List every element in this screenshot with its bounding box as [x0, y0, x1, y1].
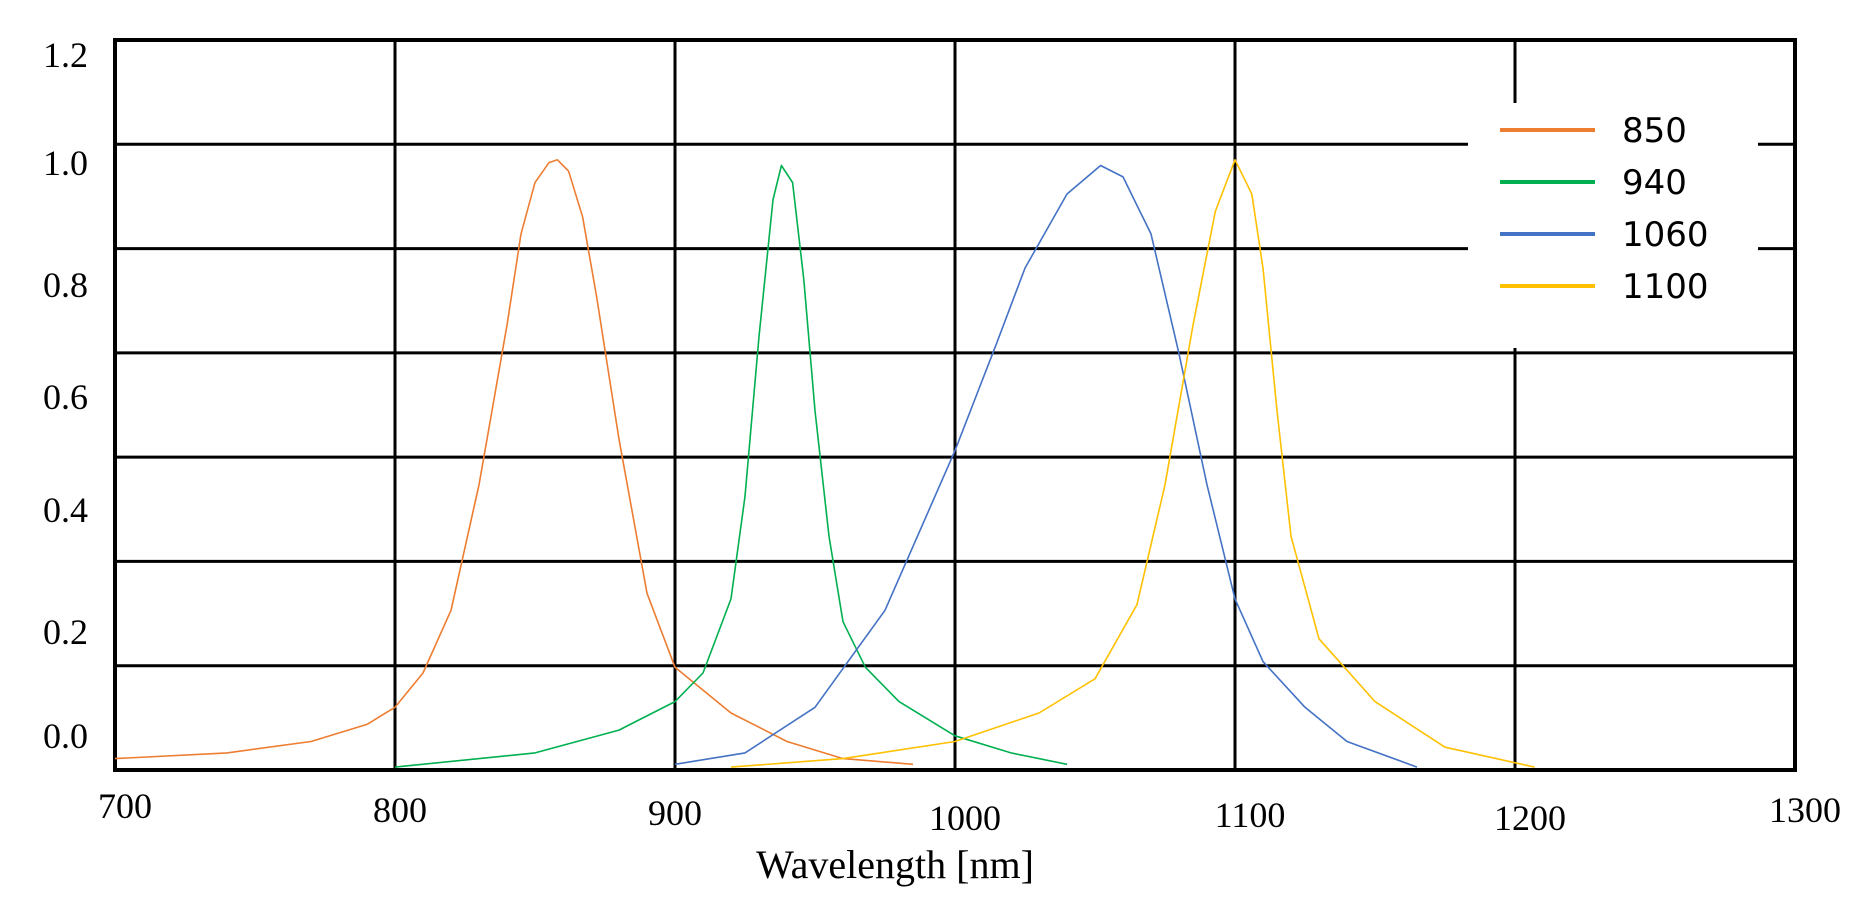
y-tick-label: 0.2 — [43, 612, 88, 652]
tick-labels: 700 800 900 1000 1100 1200 1300 0.0 0.2 0.4 0.6 0.8… — [43, 35, 1841, 838]
x-tick-label: 1200 — [1494, 798, 1566, 838]
series-line-940 — [394, 164, 1068, 768]
series-layer — [114, 159, 1535, 768]
legend-label-1100: 1100 — [1622, 267, 1709, 307]
y-tick-label: 0.6 — [43, 377, 88, 417]
series-line-1060 — [674, 164, 1418, 768]
legend-box — [1468, 103, 1758, 348]
x-tick-label: 1000 — [929, 798, 1001, 838]
x-tick-label: 700 — [98, 786, 152, 826]
x-tick-label: 1100 — [1215, 795, 1286, 835]
y-tick-label: 1.0 — [43, 143, 88, 183]
y-tick-label: 1.2 — [43, 35, 88, 75]
legend-label-940: 940 — [1622, 163, 1687, 203]
legend-label-850: 850 — [1622, 111, 1687, 151]
legend: 850 940 1060 1100 — [1468, 103, 1758, 348]
series-line-850 — [114, 159, 914, 766]
legend-label-1060: 1060 — [1622, 215, 1709, 255]
series-line-1100 — [730, 159, 1535, 768]
x-tick-label: 900 — [648, 793, 702, 833]
x-tick-label: 1300 — [1769, 790, 1841, 830]
x-tick-label: 800 — [373, 790, 427, 830]
y-tick-label: 0.8 — [43, 265, 88, 305]
y-tick-label: 0.0 — [43, 716, 88, 756]
x-axis-title: Wavelength [nm] — [756, 842, 1034, 887]
y-tick-label: 0.4 — [43, 490, 88, 530]
